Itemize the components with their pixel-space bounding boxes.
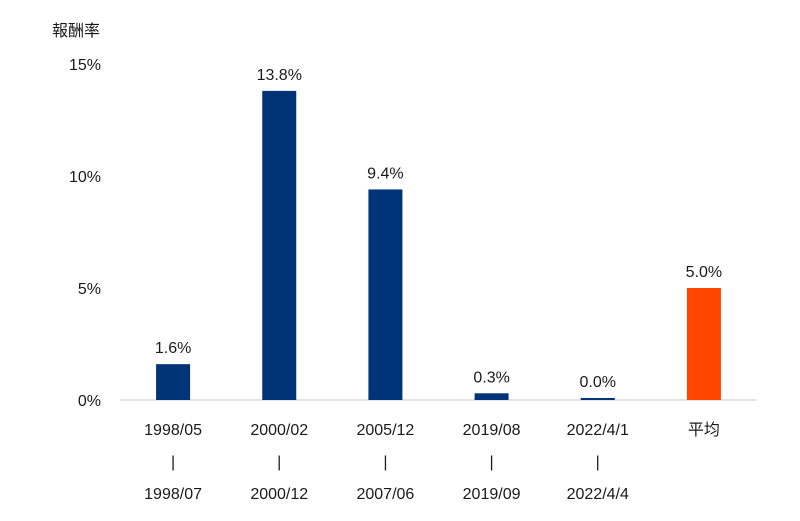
bar bbox=[686, 288, 721, 400]
category-separator: | bbox=[383, 454, 387, 471]
bar bbox=[262, 90, 297, 400]
data-label: 1.6% bbox=[155, 340, 191, 357]
category-separator: | bbox=[490, 454, 494, 471]
data-label: 13.8% bbox=[257, 67, 302, 84]
category-start-label: 2019/08 bbox=[463, 422, 521, 439]
x-axis-categories: 1998/05 | 1998/07 2000/02 | 2000/12 2005/12 | 20… bbox=[144, 421, 720, 503]
bar bbox=[368, 189, 403, 400]
y-axis-ticks: 0% 5% 10% 15% bbox=[69, 57, 101, 410]
category-end-label: 1998/07 bbox=[144, 486, 202, 503]
bar bbox=[474, 393, 509, 400]
category-start-label: 2005/12 bbox=[356, 422, 414, 439]
category-start-label: 2000/02 bbox=[250, 422, 308, 439]
category-end-label: 2007/06 bbox=[356, 486, 414, 503]
y-tick-label: 0% bbox=[78, 393, 101, 410]
y-tick-label: 10% bbox=[69, 169, 101, 186]
category-end-label: 2000/12 bbox=[250, 486, 308, 503]
category-end-label: 2019/09 bbox=[463, 486, 521, 503]
data-label: 5.0% bbox=[686, 264, 722, 281]
data-label: 0.3% bbox=[473, 369, 509, 386]
data-labels: 1.6% 13.8% 9.4% 0.3% 0.0% 5.0% bbox=[155, 67, 722, 391]
category-start-label: 2022/4/1 bbox=[567, 422, 629, 439]
category-separator: | bbox=[596, 454, 600, 471]
category-start-label: 1998/05 bbox=[144, 422, 202, 439]
category-separator: | bbox=[277, 454, 281, 471]
y-axis-label: 報酬率 bbox=[52, 21, 100, 40]
category-start-label: 平均 bbox=[688, 421, 720, 439]
bars bbox=[156, 90, 721, 400]
category-end-label: 2022/4/4 bbox=[567, 486, 629, 503]
y-tick-label: 5% bbox=[78, 281, 101, 298]
data-label: 9.4% bbox=[367, 165, 403, 182]
bar bbox=[156, 364, 191, 400]
bar bbox=[580, 398, 615, 400]
data-label: 0.0% bbox=[580, 374, 616, 391]
y-tick-label: 15% bbox=[69, 57, 101, 74]
category-separator: | bbox=[171, 454, 175, 471]
